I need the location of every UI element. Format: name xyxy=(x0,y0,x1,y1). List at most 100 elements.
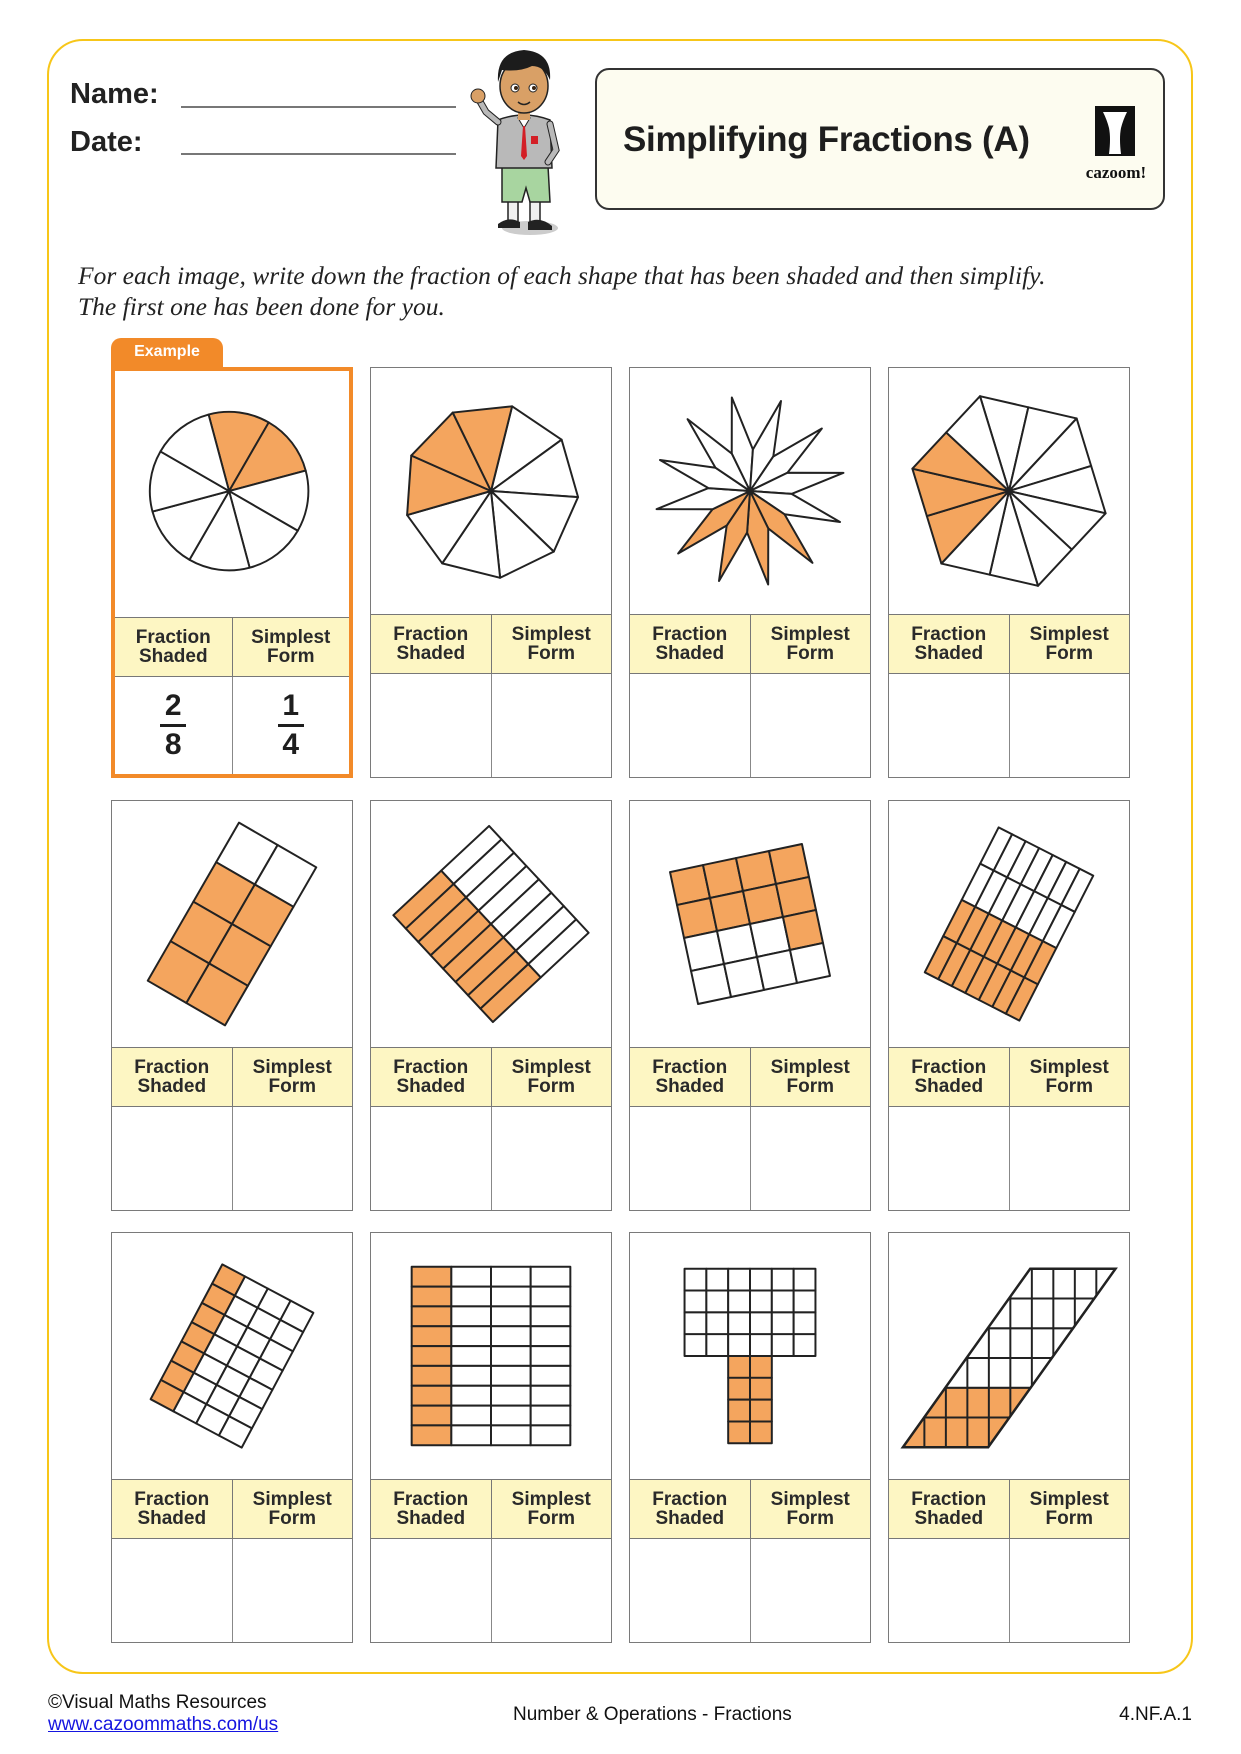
grid-cell xyxy=(705,1267,730,1292)
answer-header: Fraction Shaded Simplest Form xyxy=(889,1047,1129,1107)
fraction-shaded-header-line: Shaded xyxy=(655,643,725,664)
standard-code: 4.NF.A.1 xyxy=(1119,1704,1192,1725)
simplest-form-header-line: Form xyxy=(1045,1076,1094,1097)
page-frame xyxy=(47,39,1193,1674)
simplest-form-answer-box[interactable] xyxy=(1008,1539,1130,1642)
grid-cell xyxy=(450,1364,492,1387)
fraction-shaded-header-line: Fraction xyxy=(652,1057,728,1078)
grid-cell xyxy=(770,1311,795,1336)
parallelogram-diagram xyxy=(900,1267,1118,1449)
shaded-sector xyxy=(451,405,514,492)
simplest-form-answer-box[interactable] xyxy=(490,1107,612,1210)
grid-cell xyxy=(749,1311,773,1336)
exercise-cell: Fraction Shaded Simplest Form xyxy=(888,800,1130,1211)
grid-cell xyxy=(529,1364,572,1387)
fraction-shaded-answer-box[interactable] xyxy=(630,674,750,777)
simplest-form-header-line: Form xyxy=(1045,643,1094,664)
simplest-form-answer-box[interactable] xyxy=(490,674,612,777)
shaded-grid-cell xyxy=(410,1424,453,1447)
row xyxy=(964,1327,1075,1359)
fraction-shaded-header-line: Fraction xyxy=(911,624,987,645)
simplest-form-answer-box[interactable] xyxy=(749,674,871,777)
simplest-form-answer-box[interactable] xyxy=(749,1107,871,1210)
simplest-form-header-line: Form xyxy=(267,646,315,667)
grid-cell xyxy=(727,1289,751,1314)
simplest-form-header-line: Simplest xyxy=(511,624,591,645)
simplest-form-answer-box[interactable] xyxy=(1008,1107,1130,1210)
grid-cell xyxy=(770,1333,795,1357)
answer-header: Fraction Shaded Simplest Form xyxy=(630,1047,870,1107)
grid-cell xyxy=(490,1305,532,1328)
fraction-shaded-header-line: Fraction xyxy=(393,1057,469,1078)
fraction-shaded-answer-box[interactable] xyxy=(889,1107,1009,1210)
website-link[interactable]: www.cazoommaths.com/us xyxy=(48,1714,279,1735)
fraction-shaded-answer-box[interactable] xyxy=(630,1107,750,1210)
circle-diagram xyxy=(148,410,310,572)
fraction-shaded-answer-box[interactable] xyxy=(371,1107,491,1210)
row xyxy=(985,1297,1097,1330)
numerator: 1 xyxy=(282,689,300,722)
shaded-grid-cell xyxy=(727,1420,751,1445)
cazoom-logo: cazoom! xyxy=(1086,106,1146,182)
simplest-form-header: Simplest Form xyxy=(231,1048,353,1106)
grid-cell xyxy=(490,1424,532,1447)
simplest-form-answer-box[interactable] xyxy=(749,1539,871,1642)
simplest-form-header-line: Simplest xyxy=(252,1489,332,1510)
worksheet-title: Simplifying Fractions (A) xyxy=(623,120,1030,159)
grid-cell xyxy=(792,1311,817,1336)
shaded-grid-cell xyxy=(410,1404,453,1427)
date-field[interactable] xyxy=(181,153,456,155)
exercise-cell: Fraction Shaded Simplest Form xyxy=(370,1232,612,1643)
fraction-shaded-header: Fraction Shaded xyxy=(112,1480,232,1538)
simplest-form-answer-box[interactable] xyxy=(231,1539,353,1642)
simplest-form-header: Simplest Form xyxy=(490,1480,612,1538)
row xyxy=(1007,1267,1118,1300)
fraction-shaded-header: Fraction Shaded xyxy=(889,615,1009,673)
fraction-shaded-header: Fraction Shaded xyxy=(371,615,491,673)
grid-cell xyxy=(529,1305,572,1328)
answer-row xyxy=(630,1107,870,1210)
answer-row xyxy=(112,1107,352,1210)
date-label: Date: xyxy=(70,126,143,158)
simplest-form-header-line: Form xyxy=(786,1508,835,1529)
answer-row xyxy=(112,1539,352,1642)
answer-header: Fraction Shaded Simplest Form xyxy=(112,1479,352,1539)
simplest-form-answer-box[interactable] xyxy=(231,1107,353,1210)
answer-header: Fraction Shaded Simplest Form xyxy=(889,614,1129,674)
grid-cell xyxy=(529,1424,572,1447)
grid-diagram xyxy=(923,826,1095,1022)
parallelogram-outline xyxy=(900,1267,1118,1449)
fraction-shaded-answer-box[interactable] xyxy=(889,1539,1009,1642)
fraction-shaded-header-line: Fraction xyxy=(393,1489,469,1510)
fraction-shaded-answer-box[interactable] xyxy=(112,1107,232,1210)
simplest-form-header-line: Simplest xyxy=(1029,624,1109,645)
answer-row xyxy=(371,1107,611,1210)
fraction-shaded-answer-box[interactable] xyxy=(112,1539,232,1642)
simplest-form-header-line: Simplest xyxy=(770,1057,850,1078)
instructions: For each image, write down the fraction … xyxy=(78,260,1045,322)
sector xyxy=(151,490,231,561)
hexagon-triangles-diagram xyxy=(911,395,1107,587)
simplest-form-answer-box[interactable] xyxy=(1008,674,1130,777)
fraction-shaded-header-line: Shaded xyxy=(138,646,208,667)
fraction-shaded-header: Fraction Shaded xyxy=(630,1480,750,1538)
shaded-grid-cell xyxy=(727,1398,751,1423)
grid-cell xyxy=(749,1333,773,1357)
fraction-shaded-answer-box[interactable] xyxy=(889,674,1009,777)
sector xyxy=(148,450,231,513)
grid-cell xyxy=(789,941,831,984)
title-box: Simplifying Fractions (A) cazoom! xyxy=(595,68,1165,210)
grid-cell xyxy=(450,1424,492,1447)
simplest-form-answer-box[interactable] xyxy=(490,1539,612,1642)
triangle xyxy=(945,395,1010,492)
copyright: ©Visual Maths Resources xyxy=(48,1692,267,1713)
student-character-illustration xyxy=(470,50,560,235)
fraction-shaded-answer-box[interactable] xyxy=(371,1539,491,1642)
grid-cell xyxy=(770,1289,795,1314)
fraction-shaded-header: Fraction Shaded xyxy=(630,615,750,673)
fraction-shaded-answer-box[interactable] xyxy=(371,674,491,777)
name-field[interactable] xyxy=(181,106,456,108)
fraction-shaded-answer-box[interactable] xyxy=(630,1539,750,1642)
